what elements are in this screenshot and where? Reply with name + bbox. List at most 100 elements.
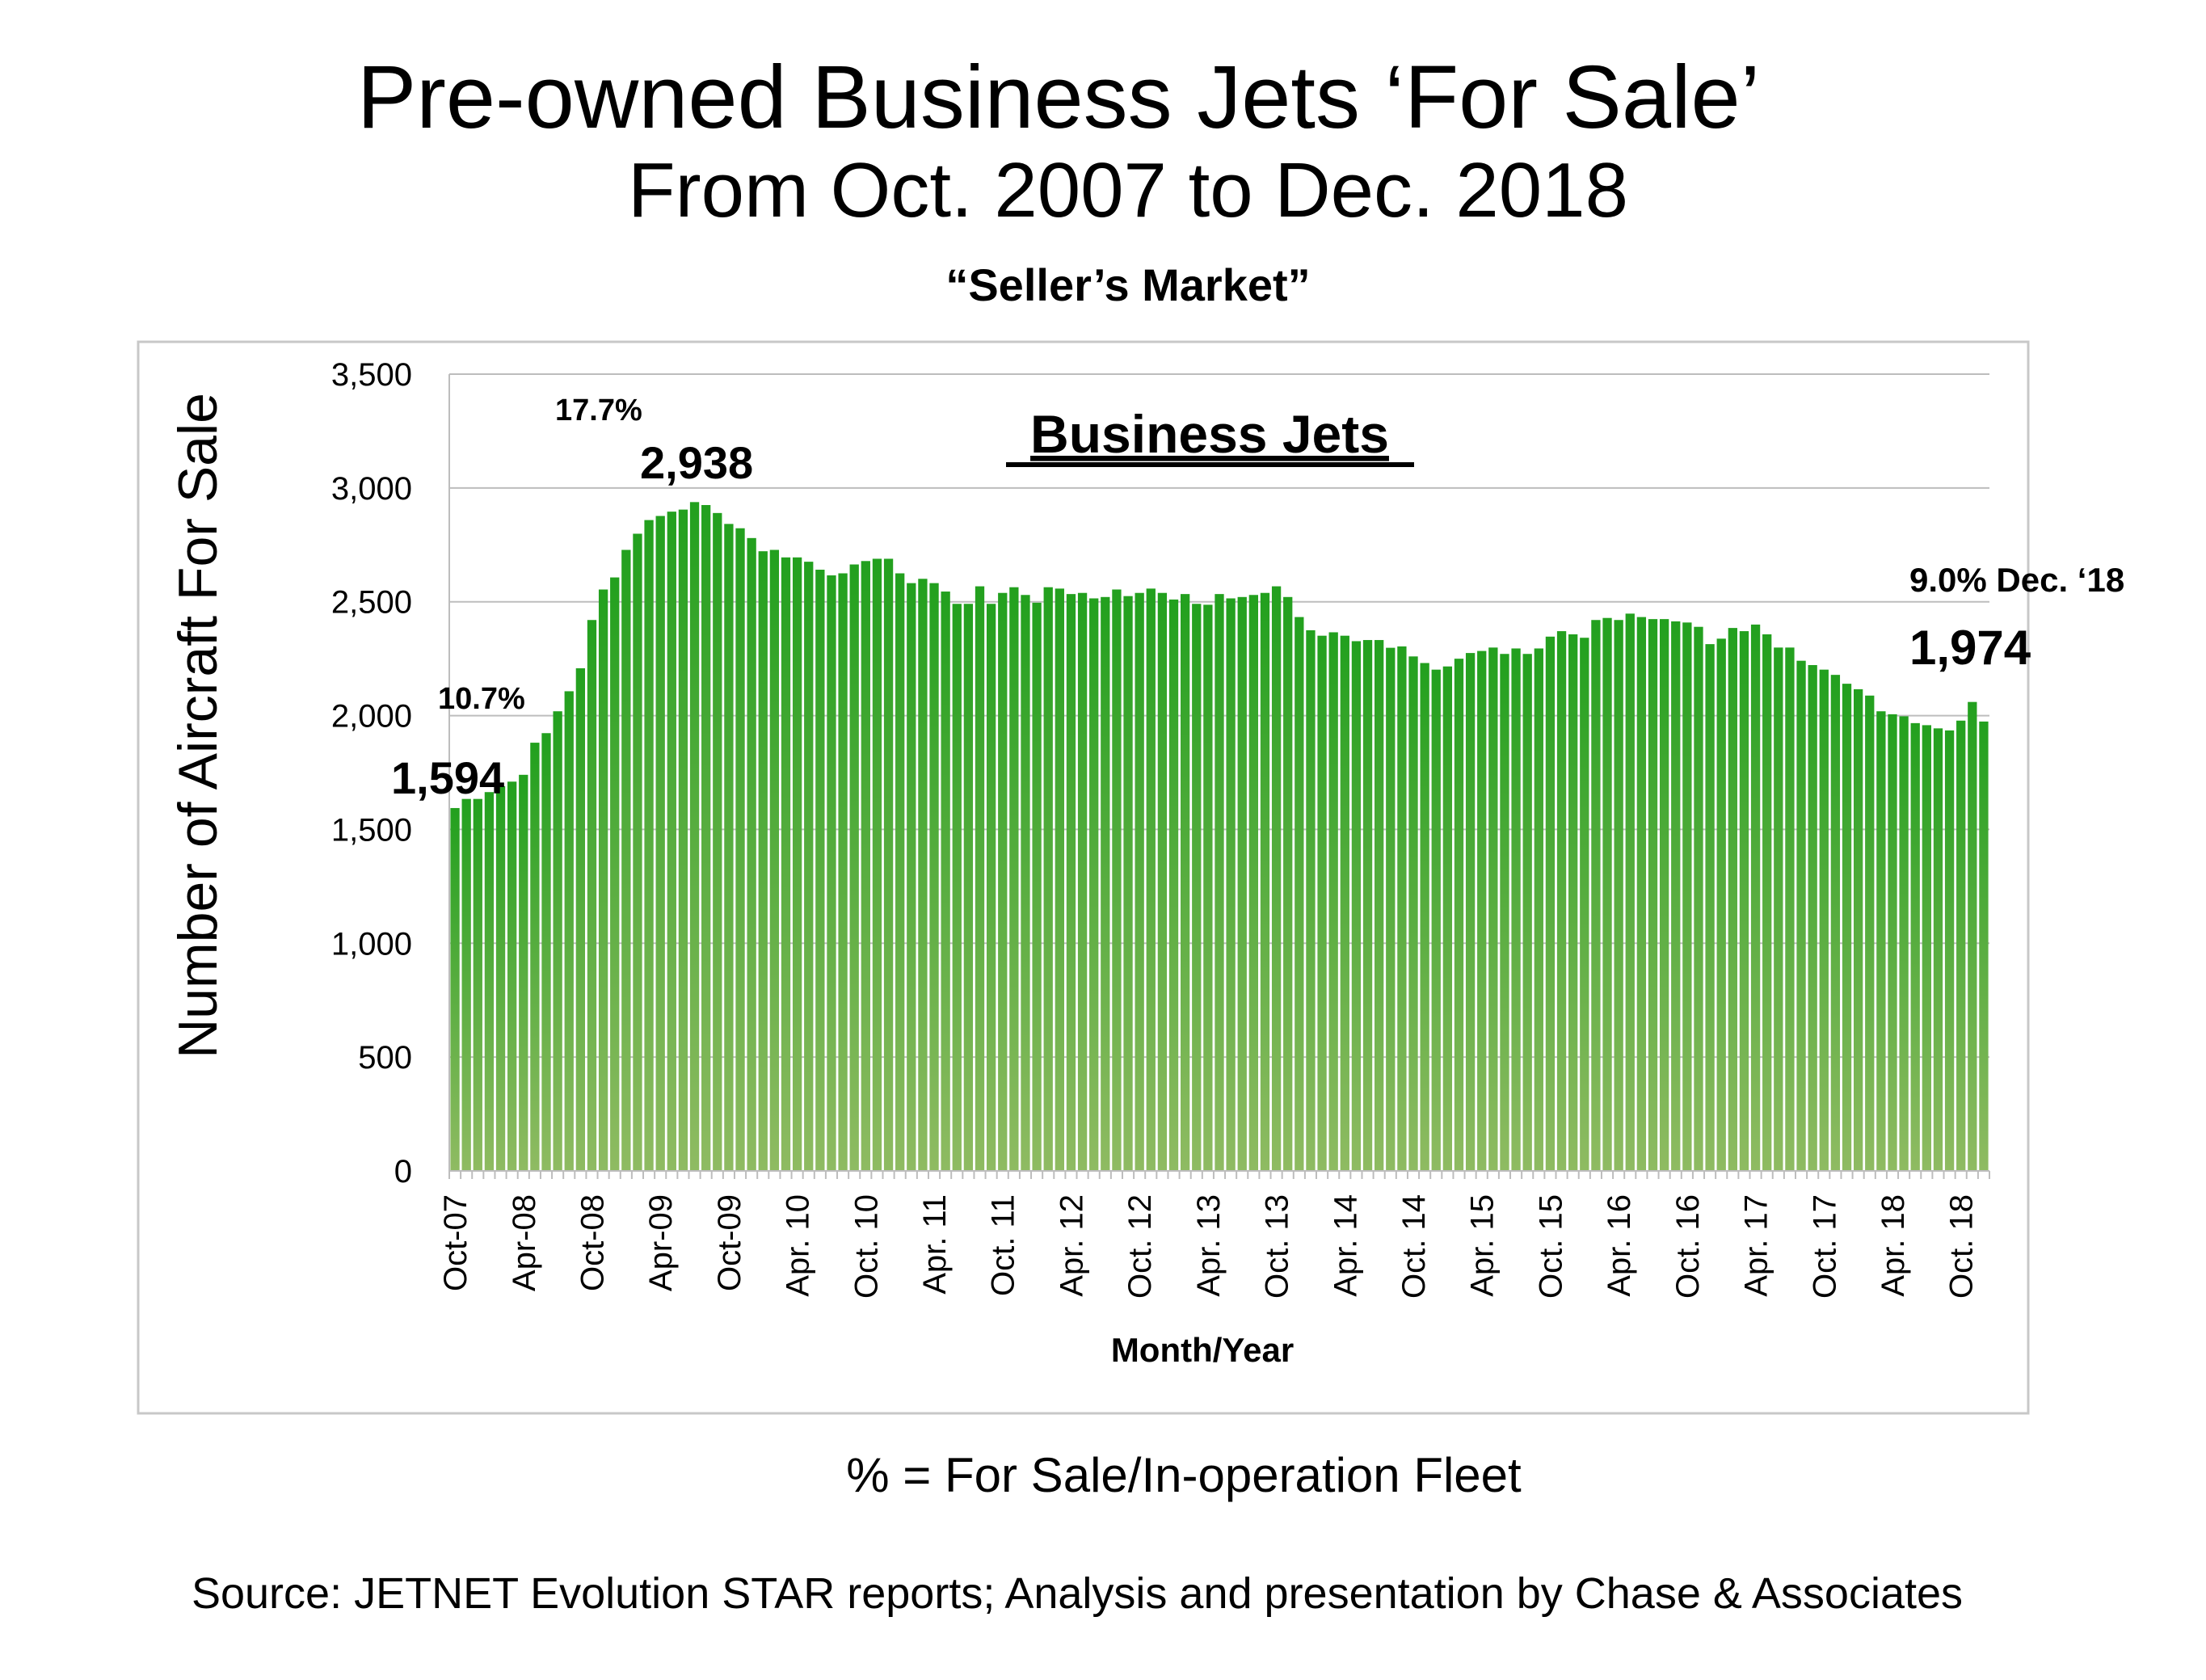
bar: [781, 557, 791, 1171]
bar: [1101, 596, 1110, 1171]
bar: [1328, 632, 1338, 1171]
bar: [484, 792, 495, 1171]
chart-title-underline: [1006, 462, 1414, 467]
bar: [1157, 592, 1168, 1171]
x-tick-label: Oct-09: [712, 1194, 747, 1291]
bar: [633, 533, 642, 1171]
bar: [1922, 725, 1931, 1171]
bar: [1168, 599, 1179, 1171]
bar: [1180, 594, 1190, 1171]
bar: [1271, 586, 1282, 1171]
bar: [678, 509, 688, 1171]
bar: [1295, 617, 1304, 1171]
bar: [1021, 595, 1030, 1171]
annotation-start-percent: 10.7%: [438, 682, 525, 716]
bar: [1774, 647, 1783, 1171]
x-axis-label: Month/Year: [1111, 1331, 1294, 1369]
bar: [1785, 647, 1795, 1171]
bar: [838, 573, 848, 1171]
y-tick-label: 2,500: [331, 585, 412, 621]
x-tick-label: Apr. 15: [1465, 1194, 1501, 1297]
bar: [689, 502, 700, 1171]
bar: [1077, 592, 1088, 1171]
y-axis-label: Number of Aircraft For Sale: [167, 393, 229, 1059]
bar: [495, 785, 506, 1171]
bar: [1442, 666, 1453, 1171]
bar: [1146, 588, 1156, 1171]
bar: [1899, 716, 1909, 1171]
bar: [1112, 589, 1122, 1171]
bar: [815, 569, 825, 1171]
bar: [1762, 634, 1772, 1171]
x-tick-label: Apr. 17: [1739, 1194, 1774, 1297]
bar: [849, 564, 859, 1171]
x-tick-label: Apr-08: [507, 1194, 542, 1291]
bar: [1237, 596, 1247, 1171]
y-tick-label: 1,500: [331, 812, 412, 848]
bar: [1283, 596, 1293, 1171]
bar: [1375, 640, 1384, 1171]
bar: [975, 586, 985, 1171]
bar: [1089, 598, 1099, 1171]
bar: [1979, 721, 1989, 1171]
x-tick-label: Oct. 15: [1533, 1194, 1568, 1299]
bar: [575, 667, 586, 1171]
bar: [530, 743, 540, 1171]
bar: [1066, 594, 1076, 1171]
bar: [861, 561, 870, 1171]
x-tick-label: Oct-07: [438, 1194, 474, 1291]
bar: [735, 528, 745, 1171]
bar: [1534, 648, 1543, 1171]
x-tick-label: Oct. 10: [848, 1194, 884, 1299]
bar: [1614, 620, 1623, 1171]
bar: [907, 583, 916, 1171]
bar: [1192, 604, 1202, 1171]
bar: [1397, 646, 1407, 1171]
bar: [1648, 619, 1658, 1171]
bar: [792, 557, 802, 1171]
x-tick-label: Apr. 18: [1876, 1194, 1911, 1297]
bar: [507, 781, 517, 1171]
bar: [1477, 651, 1487, 1171]
x-tick-label: Oct-08: [575, 1194, 610, 1291]
source-note: Source: JETNET Evolution STAR reports; A…: [192, 1569, 1963, 1618]
bar: [1568, 634, 1578, 1171]
bar: [1876, 711, 1886, 1171]
bar: [1865, 695, 1875, 1171]
bar: [918, 579, 928, 1171]
bar: [1055, 588, 1064, 1171]
bar: [1694, 626, 1703, 1171]
footnote: % = For Sale/In-operation Fleet: [846, 1448, 1522, 1502]
bar: [1123, 596, 1133, 1171]
bar: [1830, 675, 1841, 1171]
bar: [986, 604, 996, 1171]
bar: [1248, 595, 1259, 1171]
bar: [1340, 635, 1349, 1171]
bar: [655, 516, 665, 1171]
bar: [1956, 720, 1966, 1171]
bar: [1226, 598, 1236, 1171]
y-tick-label: 3,500: [331, 357, 412, 393]
bar: [1750, 624, 1761, 1171]
x-tick-label: Oct. 18: [1944, 1194, 1980, 1299]
bar: [1351, 641, 1362, 1171]
x-tick-label: Apr. 12: [1054, 1194, 1089, 1297]
bar: [1933, 728, 1943, 1171]
bar: [1888, 714, 1897, 1171]
bar: [1431, 669, 1441, 1171]
x-tick-label: Oct. 11: [986, 1194, 1021, 1296]
y-tick-label: 500: [358, 1040, 412, 1076]
bar: [758, 551, 768, 1171]
annotation-peak-value: 2,938: [640, 437, 753, 488]
y-tick-label: 0: [394, 1154, 412, 1189]
bar: [1602, 617, 1612, 1171]
bar: [553, 711, 562, 1171]
bar: [1739, 631, 1749, 1171]
bar: [1362, 640, 1373, 1171]
annotation-end-value: 1,974: [1909, 621, 2031, 675]
x-tick-label: Oct. 13: [1260, 1194, 1295, 1299]
bar: [941, 592, 950, 1171]
bar: [610, 577, 620, 1171]
bar: [644, 520, 654, 1171]
bar: [827, 575, 836, 1171]
